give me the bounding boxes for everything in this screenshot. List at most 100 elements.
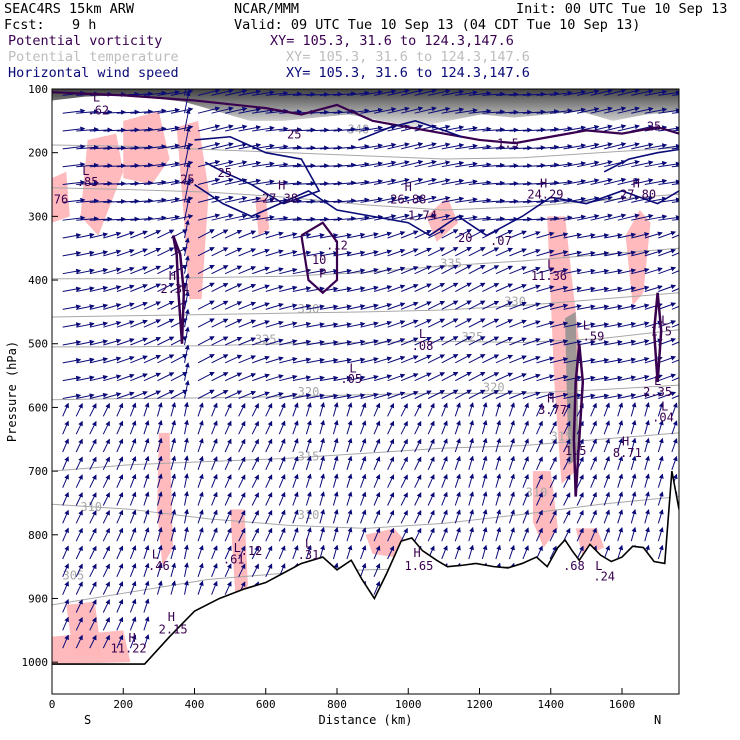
wind-vector: [184, 162, 191, 185]
wind-vector: [76, 321, 95, 328]
wind-vector: [360, 374, 379, 382]
wind-vector: [481, 402, 488, 417]
wind-vector: [604, 177, 627, 186]
wind-vector: [143, 616, 150, 631]
wind-vector: [224, 402, 232, 417]
wind-vector: [414, 160, 437, 168]
wind-vector: [522, 391, 541, 399]
wind-vector: [671, 234, 679, 239]
field-pv-xy: XY= 105.3, 31.6 to 124.3,147.6: [270, 33, 514, 49]
extremum-label: .85: [77, 175, 99, 189]
wind-vector: [373, 491, 381, 506]
wind-vector: [157, 390, 175, 399]
wind-vector: [62, 233, 82, 239]
wind-vector: [441, 89, 465, 96]
wind-vector: [508, 437, 515, 453]
wind-vector: [360, 562, 367, 577]
pv-shade-region: [157, 432, 174, 567]
wind-vector: [631, 178, 654, 186]
wind-vector: [373, 89, 397, 96]
wind-vector: [278, 509, 286, 524]
wind-vector: [549, 357, 569, 364]
wind-vector: [319, 455, 325, 470]
wind-vector: [62, 250, 82, 257]
wind-vector: [360, 107, 384, 114]
wind-vector: [292, 455, 299, 471]
wind-vector: [89, 527, 97, 542]
wind-vector: [482, 109, 506, 115]
wind-vector: [238, 125, 262, 132]
wind-vector: [576, 474, 584, 488]
wind-vector: [306, 286, 325, 293]
wind-vector: [197, 318, 215, 328]
wind-vector: [265, 267, 284, 275]
wind-vector: [617, 420, 624, 435]
wind-vector: [387, 438, 395, 453]
wind-vector: [441, 420, 448, 435]
wind-vector: [306, 145, 330, 151]
wind-vector: [427, 402, 435, 417]
wind-vector: [333, 233, 352, 239]
wind-vector: [577, 375, 596, 382]
wind-vector: [563, 339, 583, 346]
wind-vector: [75, 616, 83, 631]
wind-vector: [184, 455, 189, 470]
wind-vector: [658, 108, 679, 114]
wind-vector: [116, 180, 140, 186]
extremum-label: .08: [412, 339, 434, 353]
wind-vector: [401, 142, 424, 150]
wind-vector: [346, 197, 370, 203]
wind-vector: [265, 374, 284, 382]
wind-vector: [116, 545, 124, 560]
wind-vector: [143, 337, 162, 346]
wind-vector: [129, 473, 137, 488]
wind-vector: [590, 420, 597, 435]
wind-vector: [251, 438, 259, 453]
wind-vector: [76, 286, 95, 293]
wind-vector: [603, 509, 610, 524]
wind-vector: [604, 375, 623, 382]
theta-label: 335: [440, 256, 462, 270]
wind-vector: [630, 402, 637, 417]
wind-vector: [265, 285, 284, 292]
wind-speed-contour: [358, 120, 462, 141]
wind-vector: [441, 456, 448, 471]
wind-vector: [590, 268, 610, 275]
wind-vector: [224, 265, 243, 275]
wind-vector: [495, 127, 519, 133]
wind-vector: [89, 420, 97, 435]
wind-vector: [495, 283, 514, 292]
wind-vector: [211, 177, 234, 186]
wind-vector: [170, 491, 177, 506]
wind-vector: [197, 473, 204, 488]
y-tick-label: 200: [28, 147, 48, 160]
wind-vector: [265, 90, 289, 96]
wind-vector: [143, 90, 167, 96]
wind-vector: [468, 544, 474, 560]
wind-vector: [62, 393, 82, 399]
wind-vector: [265, 126, 289, 132]
wind-vector: [468, 197, 492, 203]
wind-vector: [292, 181, 316, 187]
wind-vector: [631, 339, 650, 346]
wind-vector: [522, 109, 546, 115]
wind-vector: [482, 283, 500, 292]
wind-vector: [414, 492, 422, 506]
wind-vector: [305, 402, 312, 417]
wind-vector: [658, 126, 679, 132]
wind-vector: [76, 232, 95, 239]
wind-vector: [130, 337, 148, 346]
wind-vector: [414, 354, 432, 364]
wind-vector: [225, 160, 248, 168]
wind-vector: [143, 179, 167, 186]
wind-vector: [603, 438, 610, 453]
wind-vector: [360, 438, 367, 453]
wind-vector: [590, 509, 597, 524]
wind-vector: [549, 374, 569, 382]
wind-vector: [427, 438, 435, 453]
wind-vector: [306, 375, 325, 382]
extremum-label: 2.34: [160, 282, 189, 296]
wind-vector: [279, 180, 303, 186]
wind-vector: [657, 473, 664, 488]
wind-vector: [170, 371, 188, 382]
